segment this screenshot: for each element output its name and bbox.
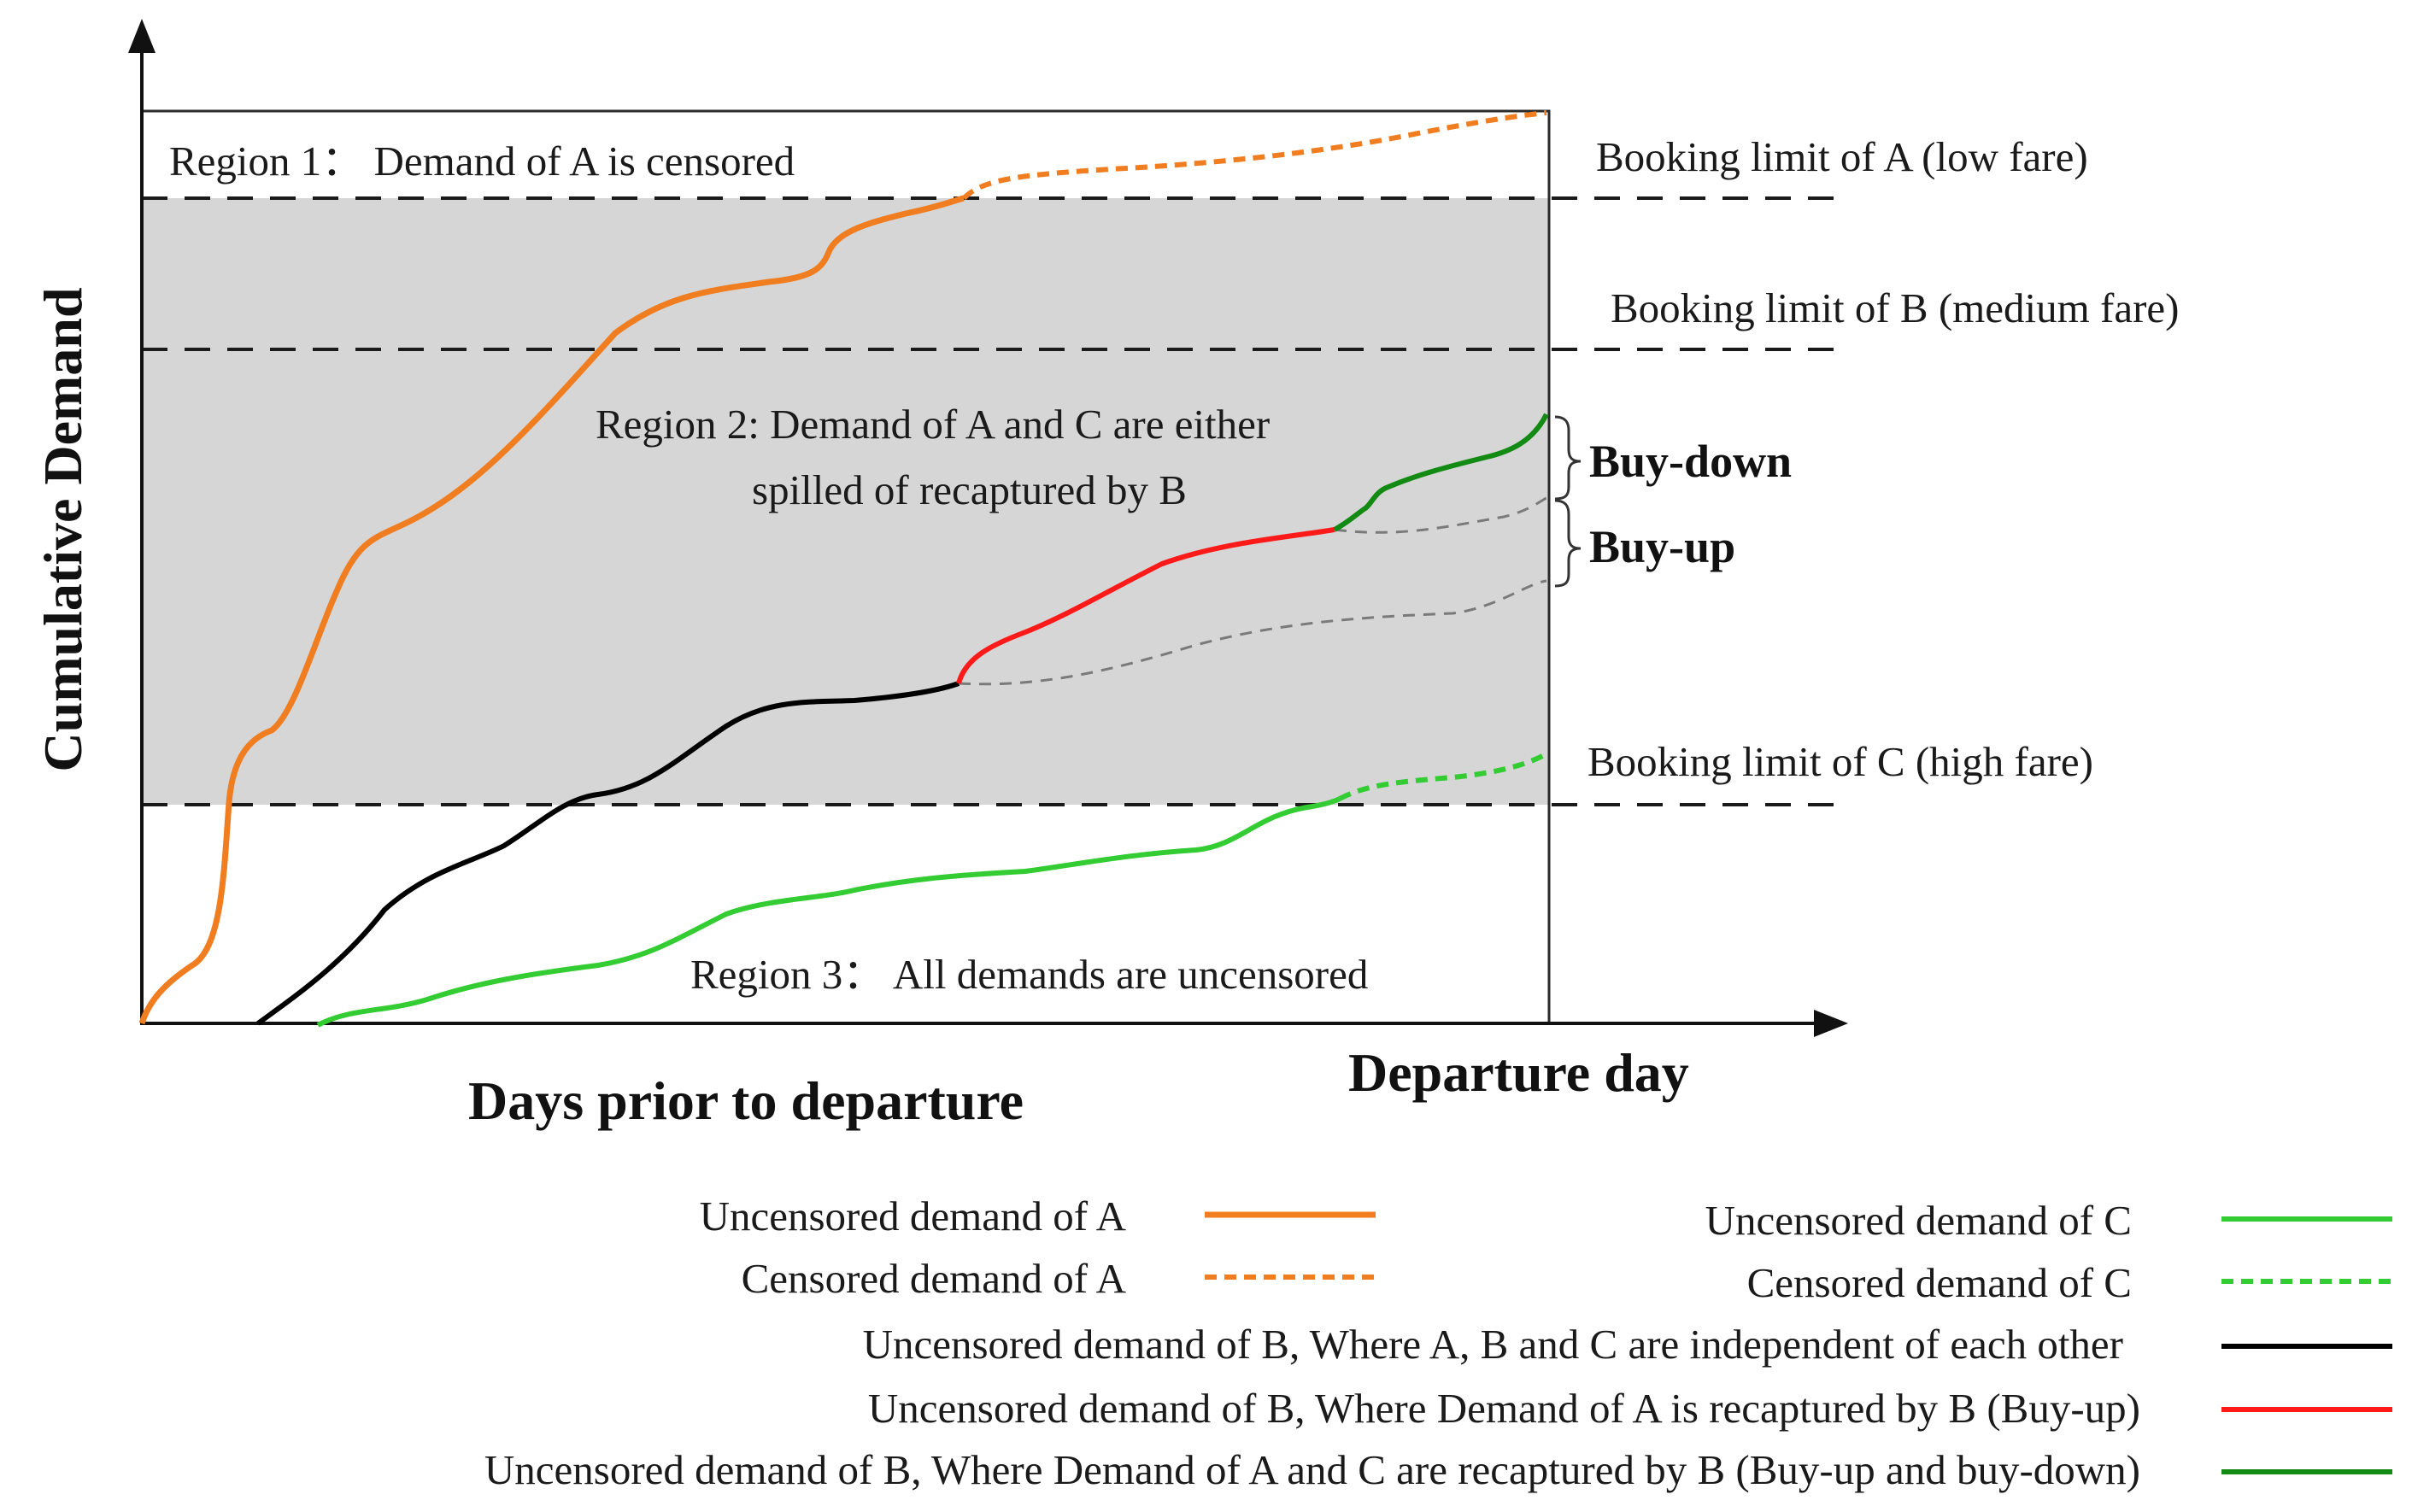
y-axis-arrowhead <box>128 19 156 53</box>
booking-limit-a-label: Booking limit of A (low fare) <box>1596 133 2088 180</box>
demand-b-independent-curve <box>256 681 960 1026</box>
demand-c-uncensored-curve <box>316 796 1341 1028</box>
departure-day-label: Departure day <box>1348 1042 1689 1103</box>
legend-label-b-independent: Uncensored demand of B, Where A, B and C… <box>863 1321 2123 1368</box>
region-2-band <box>142 198 1549 805</box>
demand-b-buy-up-curve <box>956 527 1335 684</box>
legend-label-b-buy-up-buy-down: Uncensored demand of B, Where Demand of … <box>484 1446 2140 1493</box>
buy-up-label: Buy-up <box>1589 521 1735 572</box>
legend-label-a-uncensored: Uncensored demand of A <box>700 1193 1127 1239</box>
demand-c-censored-curve <box>1338 751 1548 801</box>
legend-label-c-censored: Censored demand of C <box>1747 1259 2132 1306</box>
y-axis-title: Cumulative Demand <box>32 287 93 771</box>
demand-a-uncensored-curve <box>138 195 965 1025</box>
reference-curve-independent <box>958 579 1547 686</box>
region-1-label: Region 1： Demand of A is censored <box>169 138 795 185</box>
region-2-label-line-2: spilled of recaptured by B <box>752 466 1187 513</box>
legend-label-b-buy-up: Uncensored demand of B, Where Demand of … <box>868 1385 2140 1432</box>
demand-b-buy-up-buy-down-curve <box>1333 413 1549 532</box>
booking-limit-b-label: Booking limit of B (medium fare) <box>1611 284 2179 331</box>
buy-down-label: Buy-down <box>1589 436 1792 487</box>
region-3-label: Region 3： All demands are uncensored <box>690 951 1368 998</box>
reference-curve-buy-up <box>1334 496 1547 534</box>
legend-label-c-uncensored: Uncensored demand of C <box>1705 1197 2132 1244</box>
legend-label-a-censored: Censored demand of A <box>742 1255 1127 1302</box>
demand-a-censored-curve <box>961 110 1547 201</box>
buy-up-brace <box>1554 499 1582 588</box>
legend: Uncensored demand of A Censored demand o… <box>484 1193 2392 1493</box>
booking-limit-c-label: Booking limit of C (high fare) <box>1587 738 2093 785</box>
buy-down-brace <box>1554 415 1582 501</box>
x-axis-arrowhead <box>1814 1010 1848 1037</box>
region-2-label-line-1: Region 2: Demand of A and C are either <box>596 401 1270 448</box>
x-axis-title: Days prior to departure <box>468 1070 1024 1131</box>
